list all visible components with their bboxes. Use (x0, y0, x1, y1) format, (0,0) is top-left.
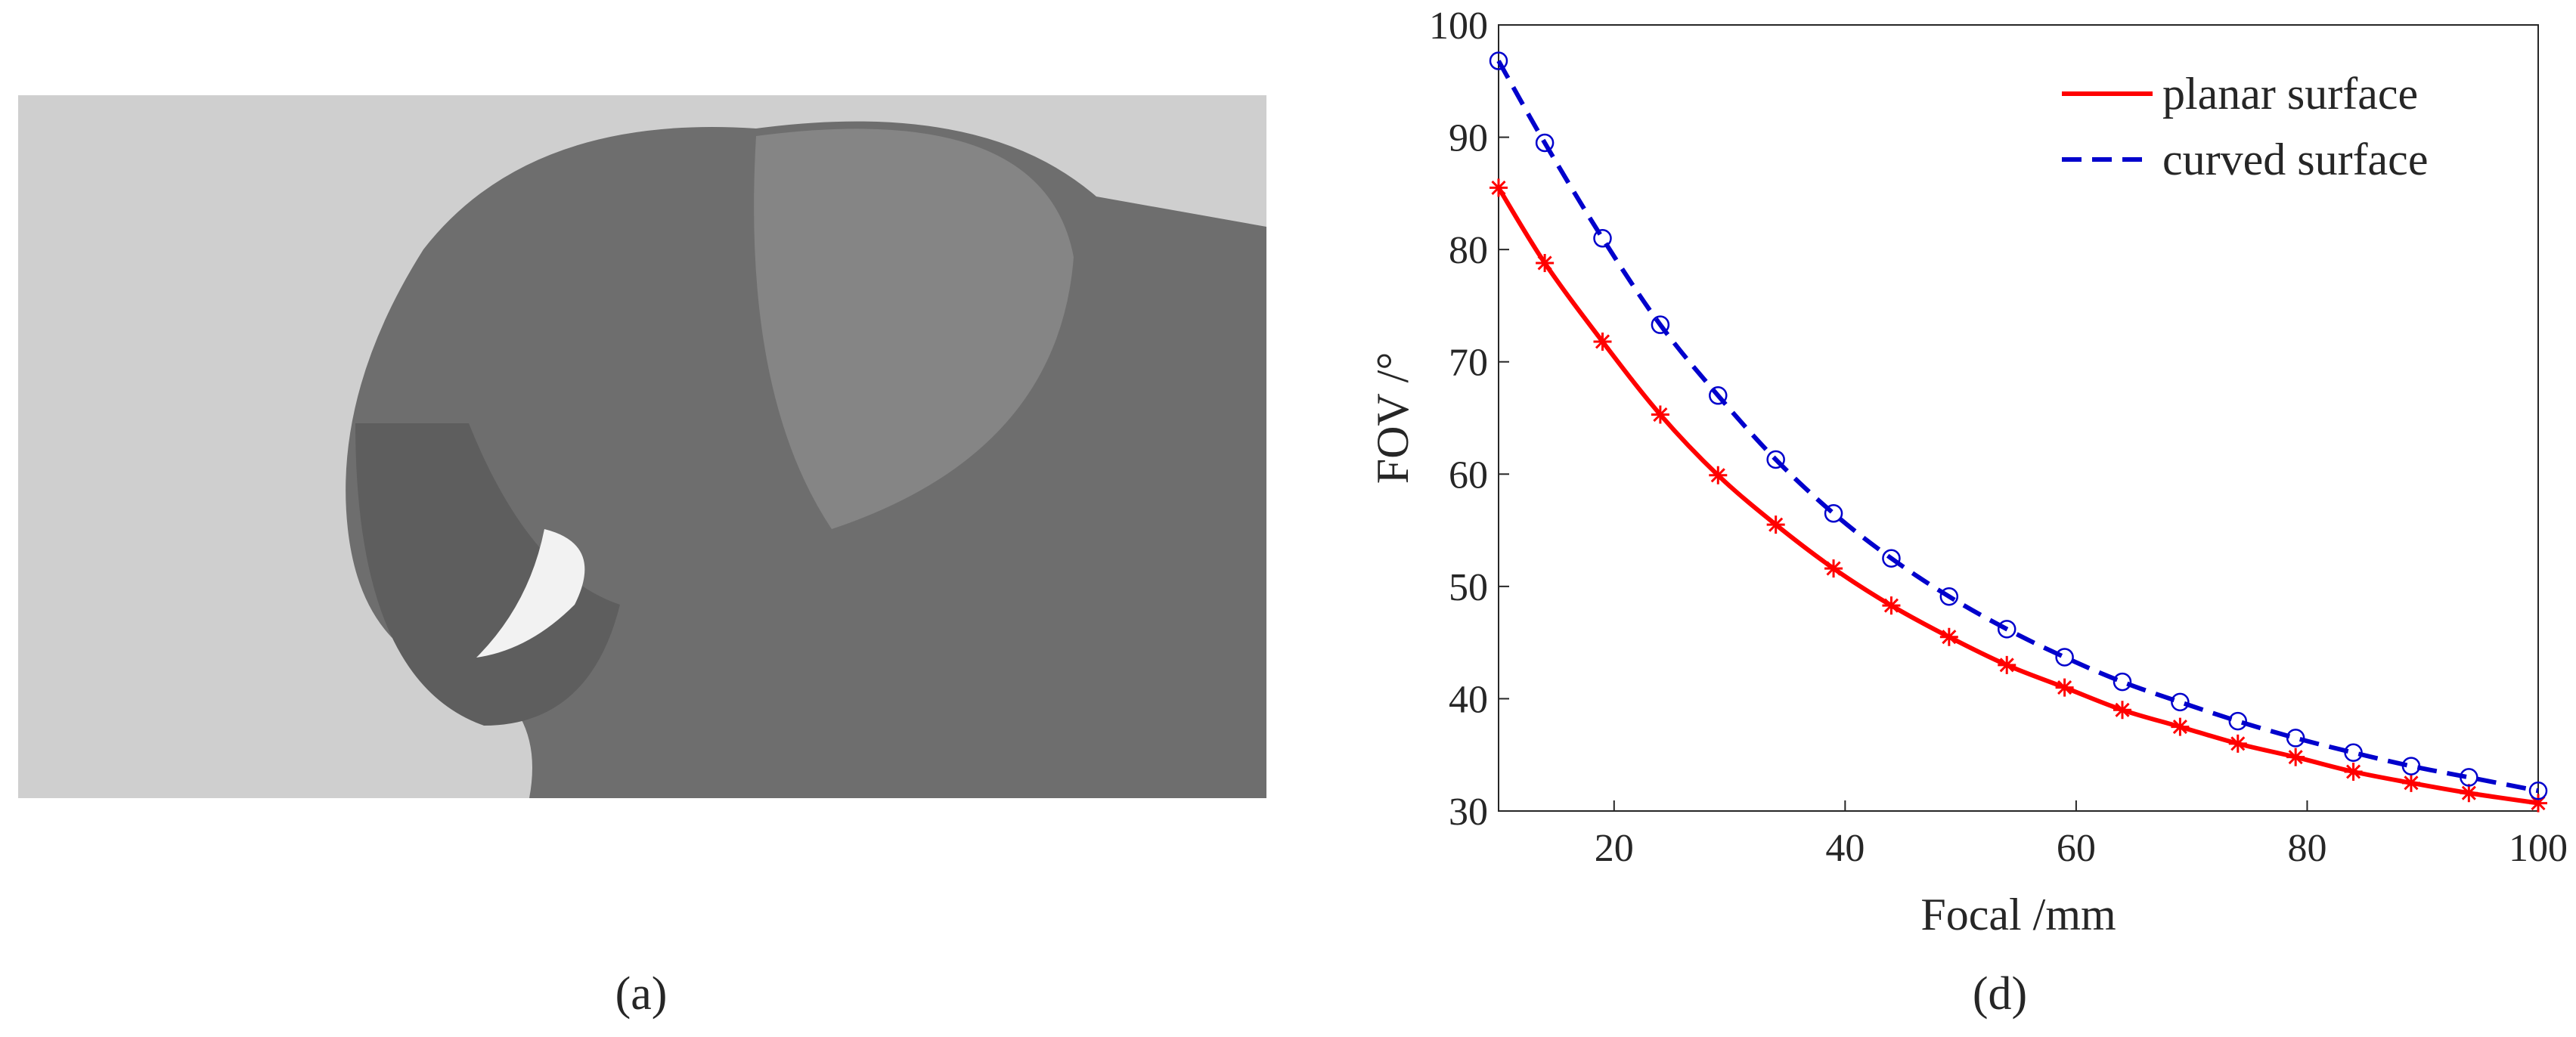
point-marker (1939, 587, 1959, 606)
point-marker (1824, 559, 1843, 578)
point-marker (2113, 672, 2132, 692)
y-tick-label: 50 (1449, 566, 1488, 609)
point-marker (2401, 757, 2421, 775)
point-marker (1824, 504, 1843, 523)
point-marker (1536, 253, 1555, 272)
panel-label: (d) (1973, 968, 2027, 1020)
photo (18, 95, 1267, 798)
point-marker (2055, 678, 2074, 697)
series-line (1496, 186, 2539, 806)
series-line (1496, 60, 2539, 794)
y-tick-label: 30 (1449, 791, 1488, 834)
y-tick-label: 60 (1449, 453, 1488, 497)
chart: 30 40 50 60 70 80 90 100 20 40 60 80 100 Focal /mm FOV… (1368, 5, 2568, 939)
point-marker (1998, 655, 2016, 674)
point-marker (1651, 315, 1670, 334)
point-marker (1535, 133, 1555, 153)
panel-label: (a) (615, 968, 668, 1020)
y-axis-label: FOV /° (1368, 352, 1418, 484)
point-marker (1882, 549, 1901, 568)
y-tick-label: 70 (1449, 342, 1488, 385)
elephant-tusk (476, 529, 585, 658)
point-marker (1593, 229, 1612, 248)
point-marker (2228, 711, 2248, 731)
elephant-ear (754, 128, 1074, 529)
point-marker (2286, 729, 2305, 748)
point-marker (2286, 748, 2305, 766)
point-marker (1766, 450, 1785, 469)
y-tick-label: 80 (1449, 229, 1488, 272)
x-tick-label: 60 (2057, 827, 2096, 870)
point-marker (2529, 794, 2547, 813)
legend-label: planar surface (2162, 69, 2418, 119)
point-marker (2228, 734, 2247, 753)
point-marker (2528, 782, 2548, 800)
point-marker (2113, 701, 2131, 720)
point-marker (1709, 466, 1728, 484)
point-marker (2344, 743, 2363, 762)
point-marker (2171, 692, 2190, 712)
x-axis-label: Focal /mm (1920, 890, 2116, 939)
x-tick-label: 100 (2509, 827, 2568, 870)
point-marker (2460, 768, 2478, 787)
point-marker (1651, 405, 1669, 424)
point-marker (1489, 178, 1508, 197)
x-tick-label: 40 (1825, 827, 1865, 870)
elephant-trunk (355, 423, 620, 726)
point-marker (1882, 596, 1901, 615)
point-marker (1997, 620, 2016, 639)
x-tick-label: 20 (1595, 827, 1634, 870)
point-marker (2344, 763, 2363, 781)
point-marker (1489, 51, 1508, 70)
legend-label: curved surface (2162, 135, 2428, 184)
y-tick-label: 40 (1449, 678, 1488, 721)
x-tick-label: 80 (2287, 827, 2326, 870)
point-marker (2055, 648, 2074, 667)
point-marker (2401, 773, 2420, 792)
y-tick-label: 90 (1449, 117, 1488, 160)
point-marker (1709, 386, 1728, 405)
y-tick-label: 100 (1429, 5, 1488, 48)
point-marker (1766, 515, 1785, 534)
point-marker (2171, 717, 2190, 736)
point-marker (1939, 627, 1958, 646)
point-marker (2460, 784, 2478, 803)
plot-frame (1498, 24, 2539, 812)
point-marker (1593, 332, 1612, 351)
